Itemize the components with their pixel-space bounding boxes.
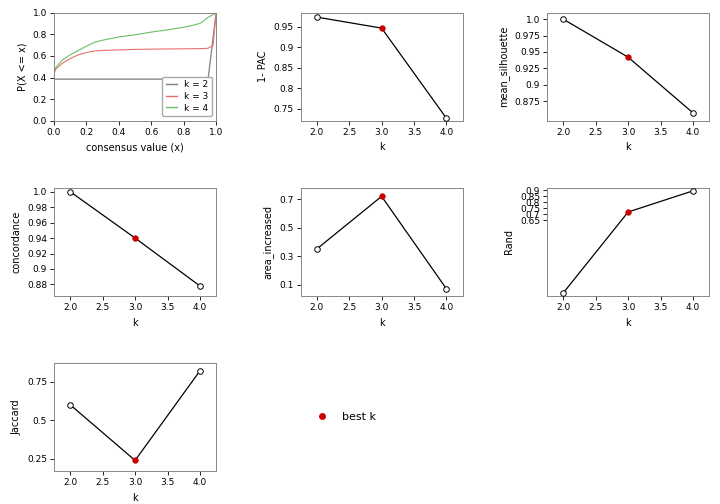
X-axis label: k: k [625, 142, 631, 152]
X-axis label: consensus value (x): consensus value (x) [86, 142, 184, 152]
Y-axis label: P(X <= x): P(X <= x) [17, 42, 27, 91]
Y-axis label: mean_silhouette: mean_silhouette [498, 26, 508, 107]
Legend: k = 2, k = 3, k = 4: k = 2, k = 3, k = 4 [162, 77, 212, 116]
X-axis label: k: k [132, 318, 138, 328]
X-axis label: k: k [379, 142, 384, 152]
X-axis label: k: k [132, 493, 138, 503]
X-axis label: k: k [379, 318, 384, 328]
Y-axis label: Jaccard: Jaccard [12, 399, 22, 435]
Y-axis label: Rand: Rand [505, 229, 514, 255]
Y-axis label: area_increased: area_increased [263, 205, 274, 279]
Y-axis label: concordance: concordance [12, 211, 22, 273]
Y-axis label: 1- PAC: 1- PAC [258, 51, 268, 82]
Legend: best k: best k [306, 408, 380, 426]
X-axis label: k: k [625, 318, 631, 328]
